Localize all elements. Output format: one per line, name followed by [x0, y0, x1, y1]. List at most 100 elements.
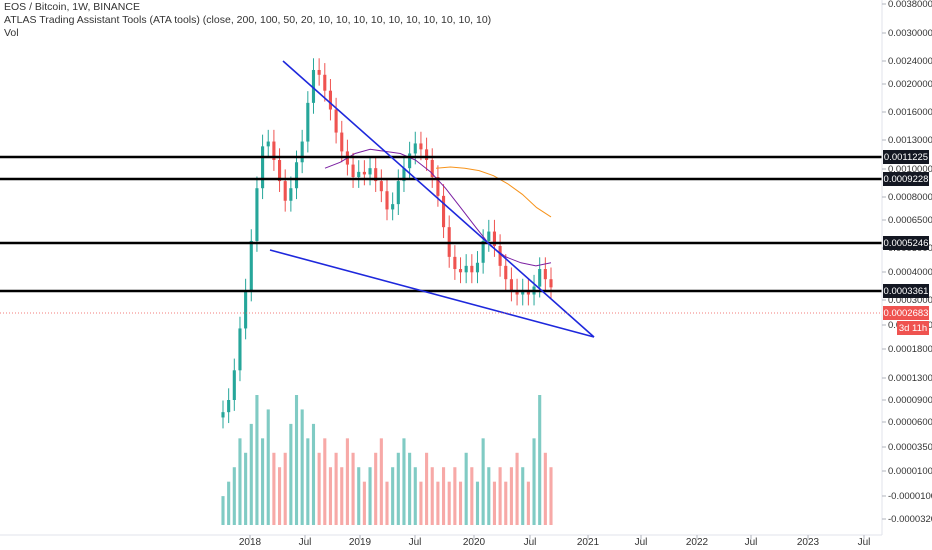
time-axis[interactable]: 2018 Jul 2019 Jul 2020 Jul 2021 Jul 2022 Jul 2023 J…: [239, 535, 871, 548]
candle-body: [475, 262, 480, 273]
last-price-text: 0.0002683: [884, 308, 929, 319]
volume-bar: [300, 409, 304, 525]
candle-body: [374, 168, 378, 182]
ma-orange-line: [435, 166, 552, 218]
volume-bar: [419, 481, 423, 525]
candle-body: [311, 69, 316, 103]
candle-body: [300, 141, 304, 163]
candle-body: [396, 181, 400, 205]
x-tick-label: 2023: [797, 537, 820, 548]
candle-body: [413, 143, 417, 154]
volume-bar: [328, 467, 333, 525]
volume-bar: [277, 467, 282, 525]
volume-bar: [249, 423, 253, 525]
volume-bar: [374, 452, 378, 525]
candle-body: [249, 240, 253, 291]
volume-bar: [362, 481, 366, 525]
level-label-text: 0.0009228: [884, 174, 929, 185]
candle-body: [391, 204, 395, 210]
volume-bar: [543, 452, 547, 525]
volume-bar: [538, 395, 542, 525]
candle-body: [543, 269, 547, 280]
volume-bar: [221, 496, 225, 525]
volume-bar: [436, 481, 440, 525]
trend-lines: [269, 60, 595, 338]
volume-bar: [261, 438, 265, 525]
y-tick-label: 0.0010000: [888, 164, 932, 175]
volume-bar: [294, 395, 299, 525]
x-tick-label: 2019: [349, 537, 372, 548]
volume-bar: [402, 438, 406, 525]
volume-bar: [487, 467, 491, 525]
candle-body: [492, 231, 497, 246]
candle-body: [328, 90, 333, 110]
horizontal-levels: [0, 155, 882, 293]
candle-body: [385, 191, 389, 210]
y-tick-label: -0.0000100: [888, 491, 932, 502]
volume-bar: [441, 467, 446, 525]
candle-body: [221, 412, 225, 418]
volume-bar: [232, 467, 236, 525]
x-tick-label: Jul: [299, 537, 312, 548]
lower-trend-line[interactable]: [269, 249, 595, 338]
candle-body: [379, 181, 383, 192]
candle-body: [402, 168, 406, 182]
volume-bar: [396, 452, 400, 525]
candle-body: [289, 188, 293, 201]
volume-bar: [238, 438, 242, 525]
candle-body: [470, 265, 474, 273]
y-tick-label: 0.0030000: [888, 28, 932, 39]
candle-body: [306, 102, 310, 142]
candle-body: [261, 146, 265, 189]
candle-body: [357, 171, 361, 178]
candle-body: [272, 141, 276, 160]
indicator-title[interactable]: ATLAS Trading Assistant Tools (ATA tools…: [4, 14, 492, 26]
volume-bar: [340, 467, 344, 525]
volume-bar: [549, 467, 553, 525]
x-tick-label: 2022: [686, 537, 709, 548]
y-tick-label: 0.0000350: [888, 442, 932, 453]
candle-body: [515, 290, 519, 295]
chart-legend: EOS / Bitcoin, 1W, BINANCE ATLAS Trading…: [4, 1, 491, 40]
candle-body: [498, 245, 502, 266]
volume-bar: [357, 467, 361, 525]
volume-bar: [408, 452, 412, 525]
y-tick-label: 0.0003000: [888, 295, 932, 306]
candle-body: [504, 265, 508, 280]
y-tick-label: 0.0013000: [888, 135, 932, 146]
candle-body: [362, 171, 366, 175]
candle-body: [323, 74, 327, 91]
candle-body: [408, 153, 412, 169]
volume-bar: [311, 423, 316, 525]
volume-bar: [345, 438, 349, 525]
candle-body: [232, 370, 236, 400]
symbol-title[interactable]: EOS / Bitcoin, 1W, BINANCE: [4, 1, 140, 13]
candle-body: [294, 162, 299, 189]
volume-bar: [509, 467, 513, 525]
candle-body: [509, 279, 513, 291]
candle-body: [487, 231, 491, 241]
volume-bar: [323, 438, 327, 525]
candle-body: [283, 181, 287, 201]
price-axis[interactable]: 0.0038000 0.0030000 0.0024000 0.0020000 0.00…: [882, 0, 932, 525]
volume-bar: [515, 452, 519, 525]
volume-bar: [244, 452, 248, 525]
plot-background: [0, 0, 882, 550]
y-tick-label: 0.0006500: [888, 215, 932, 226]
candle-body: [368, 168, 372, 175]
upper-trend-line[interactable]: [282, 60, 595, 338]
y-tick-label: 0.0000100: [888, 466, 932, 477]
x-tick-label: Jul: [635, 537, 648, 548]
candle-body: [464, 265, 468, 273]
level-label-text: 0.0011225: [884, 152, 928, 163]
y-tick-label: 0.0001300: [888, 373, 932, 384]
level-label-text: 0.0003361: [884, 286, 929, 297]
x-tick-label: Jul: [858, 537, 871, 548]
volume-bar: [481, 438, 485, 525]
candle-body: [453, 256, 457, 270]
volume-bar: [475, 481, 480, 525]
volume-title[interactable]: Vol: [4, 27, 19, 39]
volume-bar: [492, 481, 497, 525]
volume-bar: [521, 467, 525, 525]
